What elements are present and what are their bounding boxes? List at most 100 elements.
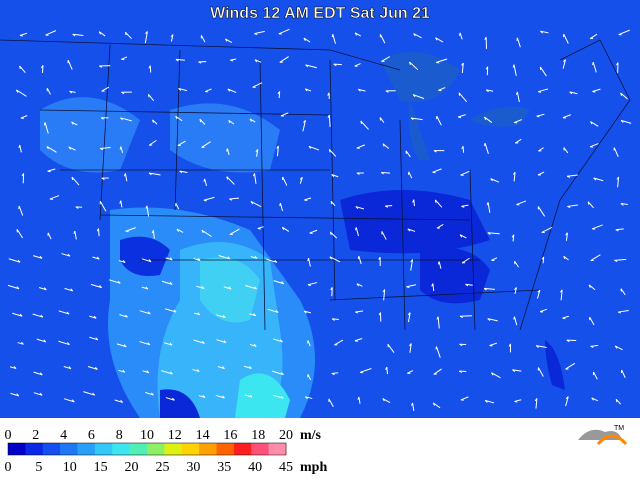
- arrow-head: [406, 286, 410, 289]
- arrow-shaft: [46, 146, 57, 153]
- arrow-head: [435, 346, 437, 350]
- arrow-head: [565, 396, 569, 400]
- arrow-shaft: [101, 86, 110, 92]
- arrow-shaft: [620, 119, 632, 124]
- arrow-shaft: [68, 146, 76, 151]
- arrow-head: [534, 398, 538, 402]
- arrow-head: [277, 91, 281, 95]
- arrow-shaft: [360, 120, 369, 130]
- arrow-shaft: [307, 282, 318, 286]
- arrow-head: [587, 201, 590, 205]
- arrow-shaft: [432, 168, 442, 173]
- arrow-shaft: [216, 314, 226, 319]
- arrow-head: [203, 199, 207, 202]
- mph-label: 5: [35, 460, 42, 475]
- arrow-head: [413, 33, 416, 37]
- arrow-shaft: [621, 369, 626, 378]
- arrow-shaft: [299, 177, 303, 184]
- ms-label: 18: [251, 428, 265, 443]
- arrow-head: [254, 33, 258, 35]
- arrow-shaft: [387, 343, 395, 353]
- arrow-head: [226, 176, 229, 180]
- arrow-shaft: [590, 254, 601, 261]
- arrow-head: [39, 255, 43, 259]
- arrow-head: [71, 399, 75, 403]
- arrow-shaft: [32, 313, 44, 318]
- arrow-shaft: [278, 91, 281, 99]
- arrow-shaft: [175, 203, 180, 210]
- arrow-head: [620, 120, 624, 123]
- arrow-head: [169, 281, 173, 285]
- arrow-head: [227, 88, 231, 92]
- legend-swatch: [164, 443, 183, 455]
- arrow-shaft: [486, 89, 494, 92]
- arrow-head: [203, 178, 206, 182]
- arrow-head: [562, 317, 566, 320]
- logo-rainbow: [596, 434, 628, 446]
- arrow-head: [304, 88, 308, 92]
- arrow-head: [487, 318, 491, 321]
- mph-label: 15: [94, 460, 108, 475]
- mph-label: 30: [186, 460, 200, 475]
- arrow-head: [201, 230, 204, 234]
- arrow-shaft: [178, 87, 187, 92]
- arrow-shaft: [89, 315, 97, 319]
- arrow-shaft: [513, 64, 517, 76]
- arrow-head: [146, 370, 150, 374]
- arrow-shaft: [119, 314, 128, 318]
- arrow-shaft: [63, 398, 75, 403]
- arrow-shaft: [199, 118, 206, 125]
- arrow-head: [66, 311, 70, 315]
- arrow-shaft: [272, 338, 283, 343]
- arrow-head: [410, 117, 414, 121]
- arrow-head: [434, 199, 437, 203]
- arrow-shaft: [36, 338, 46, 343]
- arrow-shaft: [175, 115, 183, 122]
- arrow-shaft: [541, 227, 553, 233]
- arrow-shaft: [58, 340, 70, 346]
- arrow-shaft: [514, 119, 522, 124]
- arrow-shaft: [412, 402, 415, 412]
- arrow-head: [512, 64, 515, 68]
- arrow-head: [71, 121, 74, 125]
- arrow-shaft: [245, 285, 257, 290]
- arrow-shaft: [45, 30, 57, 36]
- arrow-head: [16, 393, 20, 397]
- arrow-head: [436, 61, 440, 64]
- arrow-head: [72, 33, 76, 37]
- arrow-shaft: [250, 201, 262, 208]
- arrow-shaft: [204, 88, 212, 93]
- arrow-head: [122, 260, 126, 263]
- arrow-head: [120, 399, 124, 403]
- arrow-head: [252, 173, 255, 177]
- arrow-shaft: [72, 33, 84, 36]
- arrow-shaft: [567, 174, 578, 177]
- arrow-head: [279, 203, 281, 207]
- arrow-head: [254, 59, 258, 63]
- arrow-head: [409, 343, 412, 347]
- arrow-head: [305, 64, 309, 68]
- arrow-shaft: [19, 144, 22, 153]
- legend: 0 2 4 6 8 10 12 14 16 18 20 m/s 0 5 10 15 20 25 30 35 40 45 mp…: [5, 428, 328, 475]
- arrow-head: [331, 318, 335, 321]
- arrow-head: [565, 232, 568, 236]
- arrow-head: [307, 284, 311, 287]
- arrow-head: [152, 119, 154, 123]
- arrow-shaft: [516, 200, 527, 206]
- arrow-shaft: [302, 120, 306, 132]
- arrow-head: [117, 280, 121, 284]
- arrow-head: [40, 65, 44, 69]
- arrow-shaft: [593, 371, 598, 380]
- legend-swatch: [251, 443, 270, 455]
- arrow-head: [21, 341, 24, 345]
- arrow-head: [590, 345, 594, 348]
- arrow-head: [307, 257, 310, 262]
- arrow-head: [201, 286, 205, 289]
- arrow-shaft: [98, 31, 106, 37]
- arrow-head: [483, 143, 486, 147]
- legend-swatch: [233, 443, 252, 455]
- arrow-shaft: [279, 202, 284, 212]
- arrow-head: [175, 59, 179, 62]
- arrow-head: [514, 287, 517, 291]
- legend-swatch: [268, 443, 287, 455]
